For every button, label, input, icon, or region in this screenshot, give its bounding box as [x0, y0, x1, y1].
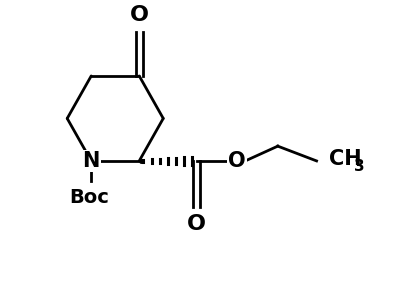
Text: N: N — [83, 151, 100, 171]
Text: 3: 3 — [354, 159, 364, 174]
Text: CH: CH — [329, 149, 362, 169]
Text: O: O — [228, 151, 246, 171]
Text: O: O — [130, 5, 149, 25]
Text: Boc: Boc — [70, 188, 109, 207]
Text: O: O — [187, 214, 206, 234]
